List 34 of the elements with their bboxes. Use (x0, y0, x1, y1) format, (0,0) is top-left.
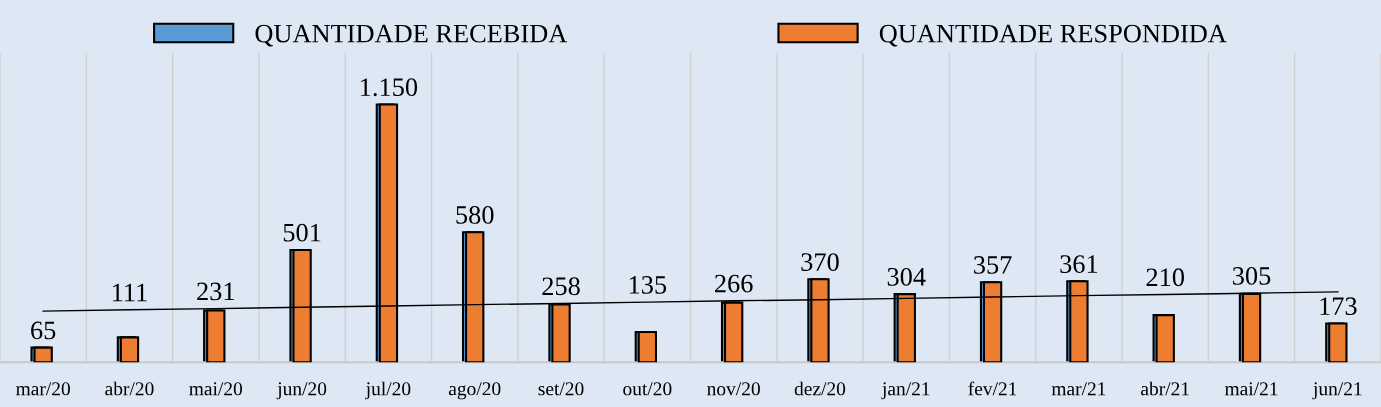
data-label: 357 (974, 256, 1012, 274)
x-tick-label: jun/20 (276, 382, 327, 400)
x-tick-label: fev/21 (968, 381, 1017, 396)
legend-label: QUANTIDADE RECEBIDA (255, 24, 568, 47)
x-tick-label: jan/21 (881, 382, 930, 400)
data-label: 65 (31, 321, 56, 340)
data-label: 210 (1146, 268, 1184, 287)
x-tick-label: abr/20 (105, 381, 154, 396)
x-tick-label: mai/21 (1224, 382, 1278, 396)
data-label: 258 (542, 277, 580, 296)
data-label: 1.150 (361, 78, 418, 97)
data-label: 501 (283, 223, 321, 242)
x-tick-label: set/20 (538, 382, 584, 396)
data-label: 361 (1060, 255, 1098, 273)
x-tick-label: jun/21 (1312, 382, 1362, 400)
x-tick-label: dez/20 (794, 381, 846, 396)
x-tick-label: ago/20 (448, 382, 501, 400)
x-tick-label: mai/20 (189, 382, 243, 396)
data-label: 231 (197, 282, 234, 301)
data-label: 111 (112, 283, 147, 302)
data-label: 304 (887, 267, 926, 286)
data-label: 580 (456, 206, 494, 224)
data-label: 173 (1320, 297, 1357, 316)
x-tick-label: abr/21 (1141, 381, 1189, 396)
x-tick-label: mar/21 (1051, 382, 1106, 396)
x-tick-label: jul/20 (365, 381, 411, 400)
x-tick-label: nov/20 (707, 382, 760, 396)
x-tick-label: mar/20 (16, 382, 70, 396)
legend-label: QUANTIDADE RESPONDIDA (879, 24, 1227, 47)
data-label: 135 (629, 276, 667, 294)
data-label: 370 (801, 253, 839, 271)
data-label: 305 (1233, 267, 1271, 285)
data-label: 266 (715, 274, 753, 293)
x-tick-label: out/20 (623, 382, 672, 396)
